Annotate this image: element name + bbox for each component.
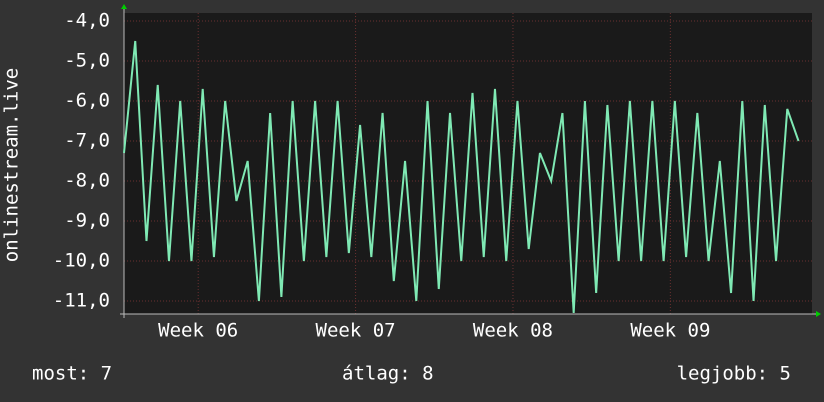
x-tick-label: Week 08	[473, 320, 553, 342]
y-tick-label: -6,0	[64, 90, 110, 112]
y-axis-label: onlinestream.live	[1, 68, 23, 262]
x-tick-label: Week 09	[630, 320, 710, 342]
x-tick-label: Week 06	[158, 320, 238, 342]
y-tick-label: -8,0	[64, 170, 110, 192]
y-tick-label: -4,0	[64, 10, 110, 32]
x-tick-label: Week 07	[316, 320, 396, 342]
y-tick-label: -5,0	[64, 50, 110, 72]
footer-average: átlag: 8	[342, 363, 434, 385]
y-tick-label: -10,0	[53, 250, 110, 272]
y-tick-label: -9,0	[64, 210, 110, 232]
y-tick-label: -11,0	[53, 290, 110, 312]
data-line	[123, 40, 800, 314]
y-tick-label: -7,0	[64, 130, 110, 152]
axis-arrow	[816, 311, 821, 317]
footer-current: most: 7	[32, 363, 112, 385]
footer-best: legjobb: 5	[677, 363, 791, 385]
axis-arrow	[121, 4, 127, 9]
